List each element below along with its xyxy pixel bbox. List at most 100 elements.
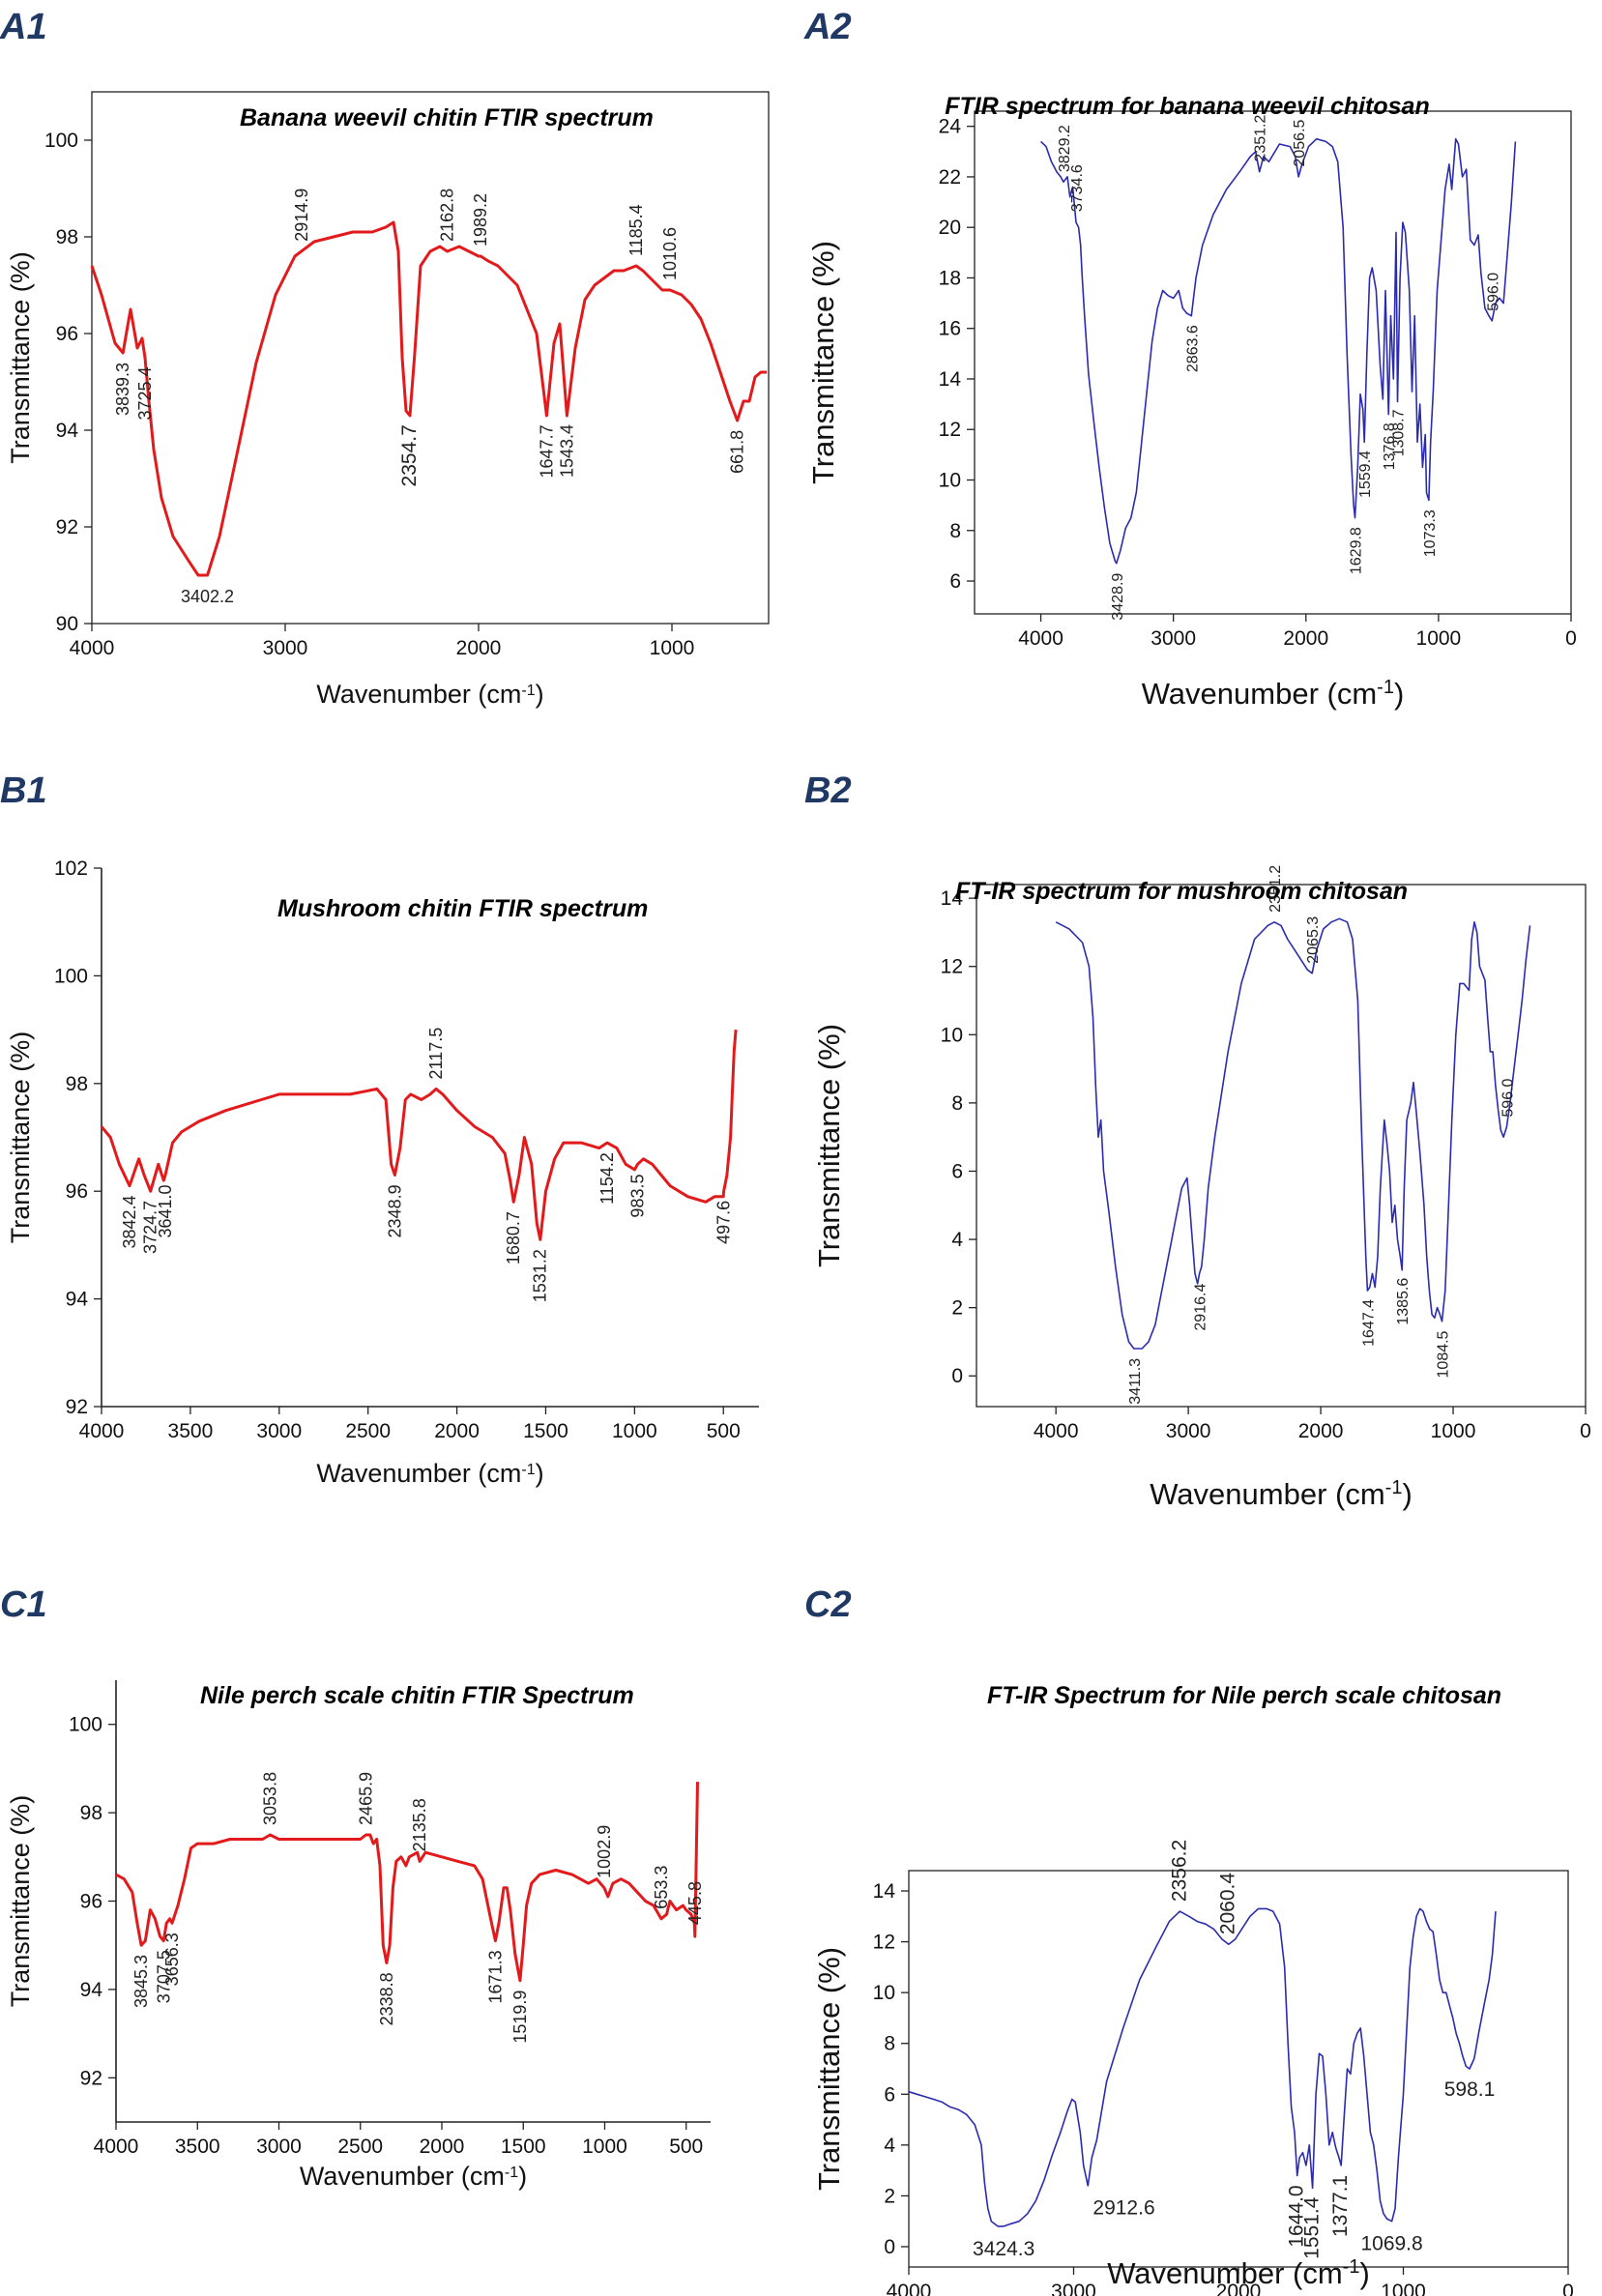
peak-label: 2863.6: [1184, 325, 1201, 372]
x-tick-label: 1000: [650, 637, 695, 659]
plot-frame: [976, 884, 1587, 1408]
chart-panel-b2: B2 0 2 4 6 8 10 12 14 4000 3000 2000 1000 0 Transmitta…: [804, 770, 1591, 1511]
series-line: [1055, 917, 1531, 1350]
y-tick-label: 6: [951, 1160, 963, 1182]
y-tick-label: 98: [80, 1802, 102, 1824]
peak-label: 3829.2: [1057, 125, 1073, 172]
x-tick-label: 2000: [456, 637, 502, 659]
peak-label: 1385.6: [1395, 1278, 1412, 1325]
x-tick-label: 1000: [1381, 2281, 1426, 2296]
x-tick-label: 2000: [434, 1420, 480, 1442]
x-tick-label: 4000: [1018, 627, 1063, 650]
y-axis-label: Transmittance (%): [806, 241, 840, 484]
y-tick-label: 92: [56, 516, 78, 538]
x-tick-label: 1000: [1431, 1420, 1476, 1442]
peak-label: 2465.9: [356, 1772, 375, 1825]
y-tick-label: 18: [939, 267, 961, 289]
peak-label: 1376.8: [1382, 422, 1398, 470]
y-tick-label: 16: [939, 318, 961, 340]
peak-label: 2135.8: [410, 1798, 429, 1851]
x-tick-label: 4000: [94, 2136, 139, 2158]
x-axis-label: Wavenumber (cm-1): [316, 1459, 543, 1488]
y-tick-label: 20: [939, 217, 961, 239]
peak-label: 1519.9: [510, 1991, 530, 2044]
x-tick-label: 3000: [1051, 2281, 1096, 2296]
x-tick-label: 3000: [263, 637, 308, 659]
y-tick-label: 10: [939, 470, 961, 492]
x-tick-label: 3000: [256, 2136, 302, 2158]
y-axis-label: Transmittance (%): [812, 1947, 846, 2191]
peak-label: 3424.3: [973, 2238, 1034, 2260]
chart-title: Nile perch scale chitin FTIR Spectrum: [200, 1682, 634, 1709]
y-tick-label: 8: [884, 2033, 895, 2055]
y-tick-label: 12: [939, 419, 961, 441]
x-tick-label: 4000: [887, 2281, 932, 2296]
plot-axes: [101, 868, 759, 1408]
x-tick-label: 4000: [79, 1420, 125, 1442]
peak-label: 1551.4: [1300, 2196, 1323, 2259]
y-tick-label: 0: [951, 1365, 963, 1387]
peak-label: 2338.8: [377, 1972, 396, 2025]
peak-label: 661.8: [728, 430, 747, 474]
x-tick-label: 4000: [70, 637, 115, 659]
y-tick-label: 12: [941, 956, 963, 978]
y-tick-label: 4: [884, 2135, 895, 2157]
chart-panel-a1: A1 90 92 94 96 98 100 4000 3000 2000 1000 Transmitt…: [0, 7, 770, 709]
x-tick-label: 2500: [337, 2136, 383, 2158]
x-axis-label: Wavenumber (cm-1): [316, 680, 543, 709]
y-tick-label: 6: [949, 570, 961, 593]
peak-label: 1308.7: [1391, 409, 1408, 456]
chart-title: Mushroom chitin FTIR spectrum: [277, 895, 648, 922]
peak-label: 1989.2: [471, 193, 490, 247]
x-tick-label: 1500: [501, 2136, 546, 2158]
peak-label: 445.8: [685, 1881, 705, 1925]
peak-label: 3411.3: [1127, 1358, 1144, 1405]
y-tick-label: 96: [80, 1891, 102, 1913]
y-tick-label: 98: [66, 1073, 88, 1095]
x-axis-label: Wavenumber (cm-1): [1107, 2256, 1370, 2290]
y-tick-label: 14: [941, 887, 964, 910]
series-line: [90, 220, 767, 577]
x-tick-label: 3500: [168, 1420, 214, 1442]
peak-label: 1154.2: [597, 1152, 617, 1205]
y-tick-label: 96: [56, 323, 78, 345]
peak-label: 1647.4: [1360, 1299, 1377, 1347]
peak-label: 1069.8: [1360, 2233, 1422, 2255]
x-tick-label: 2000: [1283, 627, 1328, 650]
y-tick-label: 24: [939, 116, 962, 138]
x-tick-label: 500: [707, 1420, 741, 1442]
peak-label: 3402.2: [181, 587, 234, 606]
peak-label: 983.5: [627, 1175, 647, 1218]
chart-panel-b1: B1 92 94 96 98 100 102 4000 3500 3000 2500 2000 1500…: [0, 770, 759, 1488]
y-tick-label: 90: [56, 613, 78, 635]
peak-label: 1084.5: [1435, 1330, 1451, 1378]
peak-label: 2916.4: [1193, 1284, 1209, 1331]
peak-label: 1671.3: [485, 1950, 505, 2003]
peak-label: 1010.6: [660, 227, 680, 280]
x-axis-label: Wavenumber (cm-1): [300, 2162, 527, 2191]
peak-label: 598.1: [1444, 2078, 1496, 2101]
x-tick-label: 2000: [1298, 1420, 1344, 1442]
x-tick-label: 1000: [582, 2136, 627, 2158]
peak-label: 1559.4: [1357, 450, 1374, 498]
series-line: [1040, 137, 1517, 565]
y-tick-label: 10: [873, 1982, 895, 2004]
peak-label: 3707.5: [154, 1950, 173, 2003]
y-tick-label: 6: [884, 2083, 895, 2106]
y-tick-label: 94: [80, 1979, 103, 2001]
y-tick-label: 0: [884, 2236, 895, 2258]
y-tick-label: 92: [66, 1396, 88, 1418]
y-tick-label: 94: [66, 1289, 89, 1311]
x-tick-label: 4000: [1034, 1420, 1079, 1442]
plot-axes: [115, 1680, 711, 2123]
chart-title: Banana weevil chitin FTIR spectrum: [240, 104, 654, 131]
y-tick-label: 4: [951, 1229, 963, 1251]
peak-label: 497.6: [714, 1201, 734, 1244]
y-tick-label: 94: [56, 420, 79, 442]
plot-frame: [974, 110, 1572, 615]
peak-label: 1543.4: [557, 424, 576, 478]
x-tick-label: 1500: [523, 1420, 568, 1442]
x-tick-label: 3500: [175, 2136, 220, 2158]
x-tick-label: 1000: [1416, 627, 1462, 650]
x-tick-label: 2000: [420, 2136, 465, 2158]
